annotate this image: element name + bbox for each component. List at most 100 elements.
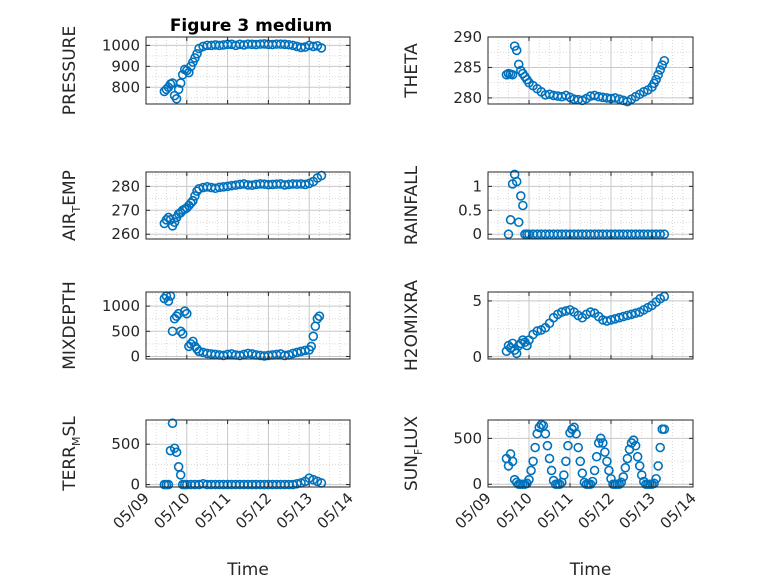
sun-flux-series xyxy=(501,419,670,490)
data-point xyxy=(546,465,557,476)
terr-msl-panel: 0 500 TERRMSL 05/0905/1005/1105/1205/1305/1… xyxy=(60,416,357,580)
x-tick-label: 05/12 xyxy=(232,489,275,532)
mixdepth-panel: 0 500 1000 MIXDEPTH xyxy=(60,281,351,370)
figure-title: Figure 3 medium xyxy=(170,16,332,36)
sun-flux-x-label: Time xyxy=(569,560,612,580)
y-tick-label: 0.5 xyxy=(458,201,482,219)
data-point xyxy=(655,442,666,453)
data-point xyxy=(177,329,188,339)
data-point xyxy=(653,461,663,471)
data-point xyxy=(173,84,184,95)
sun-flux-panel: 0 500 SUNFLUX 05/0905/1005/1105/1205/1305/1… xyxy=(402,416,700,580)
data-point xyxy=(634,461,645,471)
data-point xyxy=(505,215,516,225)
data-point xyxy=(655,65,666,75)
x-tick-label: 05/13 xyxy=(616,489,659,532)
data-point xyxy=(513,217,524,228)
x-tick-label: 05/11 xyxy=(534,489,577,532)
data-point xyxy=(614,479,625,490)
data-point xyxy=(306,341,317,352)
data-point xyxy=(511,45,522,56)
data-point xyxy=(528,456,538,467)
data-point xyxy=(175,78,186,88)
data-point xyxy=(179,306,190,316)
data-point xyxy=(503,229,514,240)
data-point xyxy=(184,67,194,78)
y-tick-label: 900 xyxy=(111,57,140,75)
data-point xyxy=(614,94,625,104)
data-point xyxy=(595,433,606,444)
data-point xyxy=(622,453,633,464)
data-point xyxy=(591,451,602,462)
y-tick-label: 1 xyxy=(472,177,482,195)
data-point xyxy=(190,191,200,201)
sun-flux-y-label: SUNFLUX xyxy=(402,416,425,491)
data-point xyxy=(651,74,661,85)
data-point xyxy=(655,229,666,240)
data-point xyxy=(175,326,186,337)
data-point xyxy=(186,198,196,208)
y-tick-label: 280 xyxy=(111,177,140,195)
data-point xyxy=(507,69,518,80)
data-point xyxy=(620,462,631,473)
data-point xyxy=(314,311,325,321)
data-point xyxy=(632,451,643,462)
y-tick-label: 0 xyxy=(472,348,482,366)
mixdepth-y-label: MIXDEPTH xyxy=(60,281,80,370)
theta-axes-box xyxy=(487,36,694,105)
data-point xyxy=(308,331,319,342)
y-tick-label: 5 xyxy=(472,292,482,310)
x-tick-label: 05/11 xyxy=(191,489,234,532)
x-tick-label: 05/14 xyxy=(314,489,357,532)
data-point xyxy=(515,191,526,201)
y-tick-label: 500 xyxy=(453,429,482,447)
sun-flux-axes-box xyxy=(487,419,694,488)
data-point xyxy=(171,447,182,458)
data-point xyxy=(511,176,522,187)
data-point xyxy=(532,326,543,336)
data-point xyxy=(316,43,327,53)
data-point xyxy=(554,479,565,490)
data-point xyxy=(628,435,639,445)
data-point xyxy=(659,229,670,240)
data-point xyxy=(513,59,524,70)
data-point xyxy=(659,424,670,434)
data-point xyxy=(167,418,178,429)
data-point xyxy=(171,93,182,104)
data-point xyxy=(653,69,663,80)
y-tick-label: 270 xyxy=(111,201,140,219)
data-point xyxy=(163,296,174,306)
data-point xyxy=(600,447,610,457)
data-point xyxy=(300,179,310,190)
data-point xyxy=(522,340,532,351)
air-temp-y-label: AIRTEMP xyxy=(60,170,83,241)
data-point xyxy=(188,195,198,206)
data-point xyxy=(585,307,596,317)
y-tick-label: 1000 xyxy=(102,36,140,54)
data-point xyxy=(561,456,571,467)
y-tick-label: 290 xyxy=(453,28,482,46)
y-tick-label: 500 xyxy=(111,435,140,453)
data-point xyxy=(540,428,551,439)
air-temp-series xyxy=(159,170,327,231)
theta-panel: 280 285 290 THETA xyxy=(402,28,694,107)
data-point xyxy=(573,442,584,453)
data-point xyxy=(169,217,180,228)
x-tick-label: 05/10 xyxy=(493,489,536,532)
terr-msl-x-label: Time xyxy=(226,560,269,580)
data-point xyxy=(636,470,647,480)
x-tick-label: 05/09 xyxy=(110,489,153,532)
rainfall-panel: 0 0.5 1 RAINFALL xyxy=(402,165,694,245)
pressure-y-label: PRESSURE xyxy=(60,26,80,115)
data-point xyxy=(163,479,174,490)
data-point xyxy=(616,477,627,488)
data-point xyxy=(610,93,620,103)
data-point xyxy=(618,472,629,482)
y-tick-label: 1000 xyxy=(102,297,140,315)
pressure-panel: 800 900 1000 PRESSURE xyxy=(60,26,351,115)
data-point xyxy=(312,313,323,324)
h2omixra-series xyxy=(501,291,670,359)
data-point xyxy=(651,473,661,484)
mixdepth-series xyxy=(159,291,325,361)
